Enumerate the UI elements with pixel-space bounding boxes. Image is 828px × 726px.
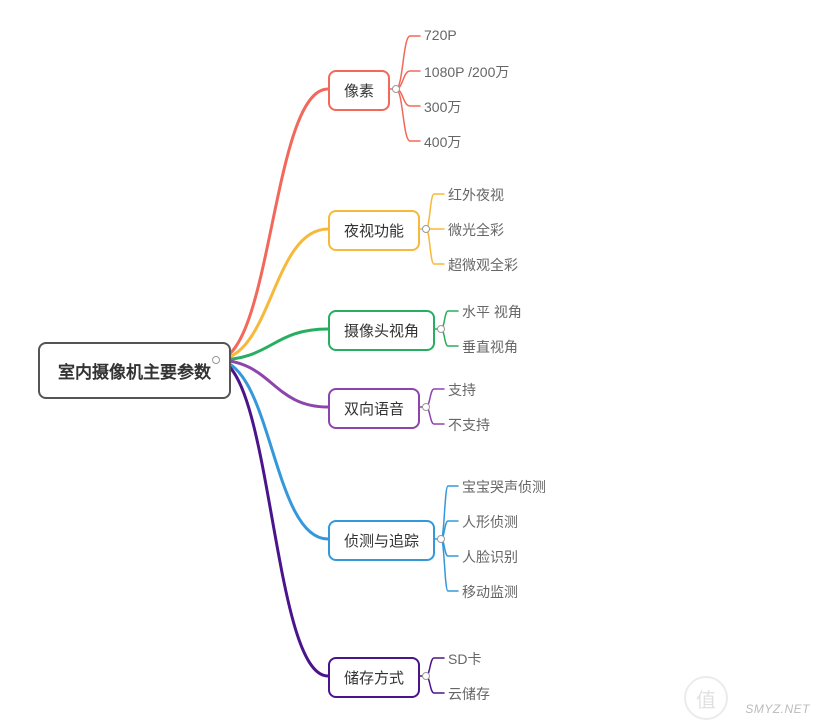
leaf-detect-0: 宝宝哭声侦测 — [462, 477, 546, 497]
leaf-audio-1: 不支持 — [448, 415, 490, 435]
branch-node-night: 夜视功能 — [328, 210, 420, 251]
root-joint — [212, 356, 220, 364]
branch-node-angle: 摄像头视角 — [328, 310, 435, 351]
leaf-pixels-1: 1080P /200万 — [424, 62, 509, 82]
branch-node-audio: 双向语音 — [328, 388, 420, 429]
branch-joint-night — [422, 225, 430, 233]
leaf-night-2: 超微观全彩 — [448, 255, 518, 275]
root-node: 室内摄像机主要参数 — [38, 342, 231, 399]
leaf-angle-1: 垂直视角 — [462, 337, 518, 357]
leaf-night-0: 红外夜视 — [448, 185, 504, 205]
watermark-badge: 值 — [684, 676, 728, 720]
leaf-detect-1: 人形侦测 — [462, 512, 518, 532]
leaf-detect-3: 移动监测 — [462, 582, 518, 602]
leaf-angle-0: 水平 视角 — [462, 302, 522, 322]
branch-joint-audio — [422, 403, 430, 411]
leaf-storage-0: SD卡 — [448, 649, 481, 669]
branch-node-detect: 侦测与追踪 — [328, 520, 435, 561]
branch-joint-detect — [437, 535, 445, 543]
branch-node-pixels: 像素 — [328, 70, 390, 111]
watermark-text: SMYZ.NET — [745, 702, 810, 716]
leaf-pixels-3: 400万 — [424, 132, 461, 152]
leaf-audio-0: 支持 — [448, 380, 476, 400]
leaf-storage-1: 云储存 — [448, 684, 490, 704]
leaf-pixels-0: 720P — [424, 27, 457, 43]
branch-joint-pixels — [392, 85, 400, 93]
branch-joint-storage — [422, 672, 430, 680]
leaf-night-1: 微光全彩 — [448, 220, 504, 240]
branch-node-storage: 储存方式 — [328, 657, 420, 698]
leaf-detect-2: 人脸识别 — [462, 547, 518, 567]
branch-joint-angle — [437, 325, 445, 333]
leaf-pixels-2: 300万 — [424, 97, 461, 117]
